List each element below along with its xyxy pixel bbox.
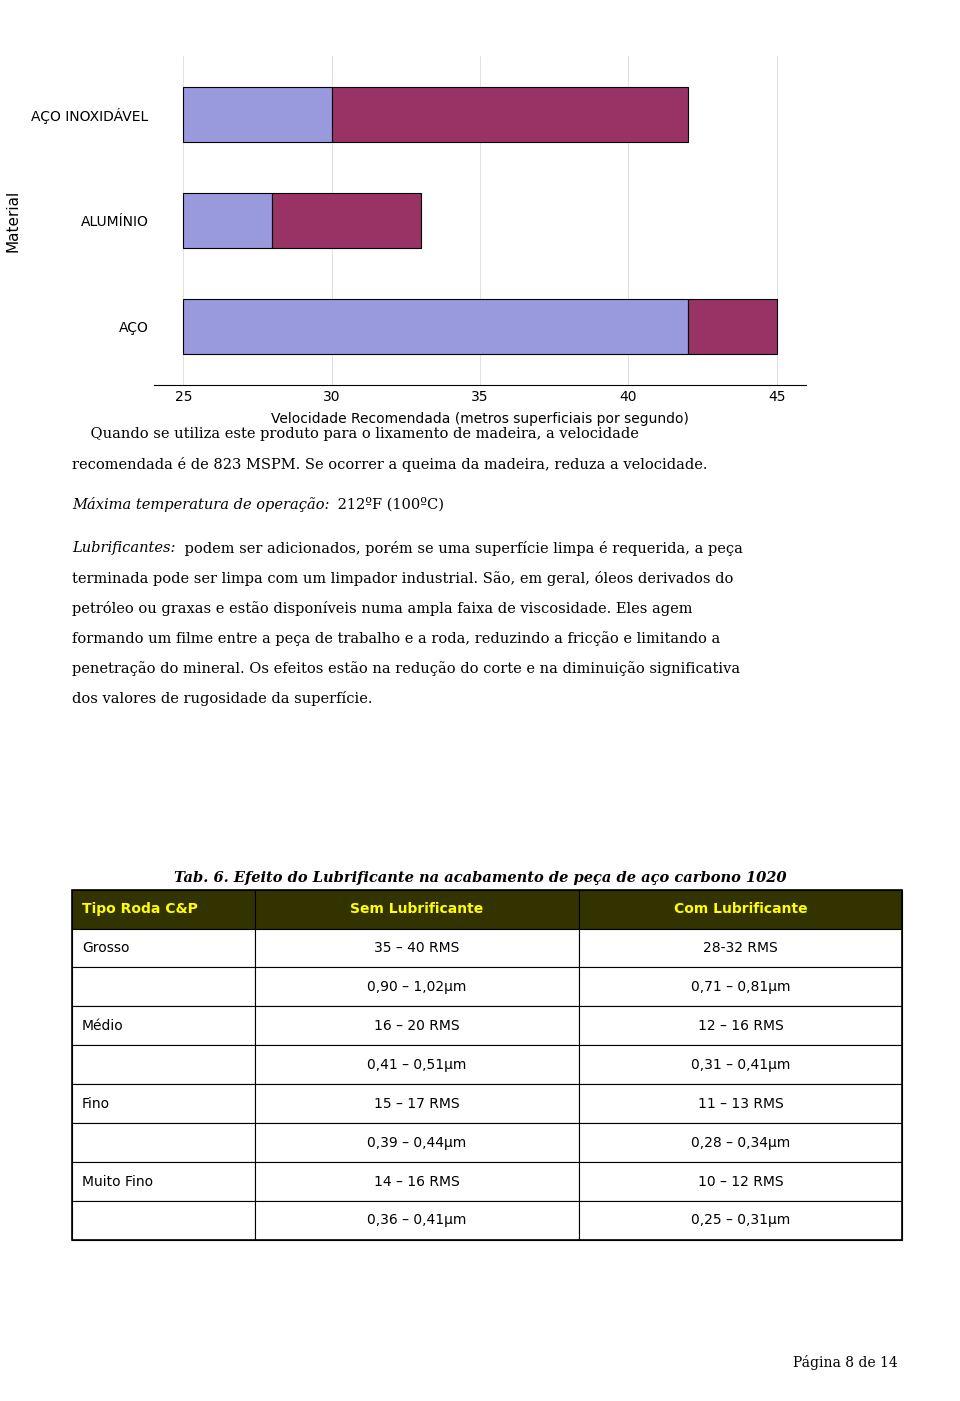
Bar	[254, 1006, 579, 1045]
Text: 212ºF (100ºC): 212ºF (100ºC)	[333, 497, 444, 511]
Bar	[254, 1045, 579, 1084]
Y-axis label: Material: Material	[6, 189, 20, 252]
Text: 12 – 16 RMS: 12 – 16 RMS	[698, 1019, 783, 1033]
Text: 0,36 – 0,41μm: 0,36 – 0,41μm	[367, 1213, 467, 1227]
Bar	[579, 1201, 902, 1240]
Text: penetração do mineral. Os efeitos estão na redução do corte e na diminuição sign: penetração do mineral. Os efeitos estão …	[72, 661, 740, 677]
Bar	[183, 300, 687, 354]
Bar	[579, 1045, 902, 1084]
Bar	[72, 968, 254, 1006]
Bar	[254, 890, 579, 929]
Text: 0,31 – 0,41μm: 0,31 – 0,41μm	[691, 1058, 790, 1072]
Bar	[72, 1161, 254, 1201]
Bar	[579, 890, 902, 929]
Text: recomendada é de 823 MSPM. Se ocorrer a queima da madeira, reduza a velocidade.: recomendada é de 823 MSPM. Se ocorrer a …	[72, 457, 708, 472]
Text: 28-32 RMS: 28-32 RMS	[703, 941, 778, 955]
Text: 11 – 13 RMS: 11 – 13 RMS	[698, 1097, 783, 1111]
Bar	[254, 1201, 579, 1240]
Text: Tipo Roda C&P: Tipo Roda C&P	[82, 902, 198, 916]
Bar	[254, 968, 579, 1006]
Text: Página 8 de 14: Página 8 de 14	[793, 1355, 898, 1370]
Text: 0,90 – 1,02μm: 0,90 – 1,02μm	[367, 979, 467, 993]
Bar	[273, 193, 420, 248]
Bar	[72, 929, 254, 968]
Bar	[254, 1161, 579, 1201]
Text: 15 – 17 RMS: 15 – 17 RMS	[373, 1097, 460, 1111]
Text: Quando se utiliza este produto para o lixamento de madeira, a velocidade: Quando se utiliza este produto para o li…	[72, 427, 638, 441]
Bar	[579, 1124, 902, 1161]
Text: Tab. 6. Efeito do Lubrificante na acabamento de peça de aço carbono 1020: Tab. 6. Efeito do Lubrificante na acabam…	[174, 871, 786, 885]
Bar	[72, 1006, 254, 1045]
Text: Sem Lubrificante: Sem Lubrificante	[350, 902, 483, 916]
Bar	[687, 300, 777, 354]
Bar	[579, 1084, 902, 1124]
Text: Grosso: Grosso	[82, 941, 130, 955]
Bar	[72, 1124, 254, 1161]
Bar	[579, 1006, 902, 1045]
Text: 0,39 – 0,44μm: 0,39 – 0,44μm	[367, 1136, 467, 1150]
Text: 10 – 12 RMS: 10 – 12 RMS	[698, 1174, 783, 1188]
Text: 0,28 – 0,34μm: 0,28 – 0,34μm	[691, 1136, 790, 1150]
Bar	[254, 1124, 579, 1161]
Text: terminada pode ser limpa com um limpador industrial. São, em geral, óleos deriva: terminada pode ser limpa com um limpador…	[72, 572, 733, 586]
Text: Médio: Médio	[82, 1019, 124, 1033]
Text: dos valores de rugosidade da superfície.: dos valores de rugosidade da superfície.	[72, 692, 372, 706]
Text: petróleo ou graxas e estão disponíveis numa ampla faixa de viscosidade. Eles age: petróleo ou graxas e estão disponíveis n…	[72, 601, 692, 616]
Bar	[183, 193, 273, 248]
Bar	[183, 87, 331, 142]
Text: 35 – 40 RMS: 35 – 40 RMS	[374, 941, 459, 955]
Text: 0,41 – 0,51μm: 0,41 – 0,51μm	[367, 1058, 467, 1072]
Text: Muito Fino: Muito Fino	[82, 1174, 153, 1188]
Text: Máxima temperatura de operação:: Máxima temperatura de operação:	[72, 497, 329, 513]
Bar	[72, 1045, 254, 1084]
Bar	[579, 929, 902, 968]
Text: Fino: Fino	[82, 1097, 110, 1111]
Bar	[579, 1161, 902, 1201]
Text: formando um filme entre a peça de trabalho e a roda, reduzindo a fricção e limit: formando um filme entre a peça de trabal…	[72, 630, 720, 646]
Text: 0,71 – 0,81μm: 0,71 – 0,81μm	[691, 979, 790, 993]
Text: 0,25 – 0,31μm: 0,25 – 0,31μm	[691, 1213, 790, 1227]
X-axis label: Velocidade Recomendada (metros superficiais por segundo): Velocidade Recomendada (metros superfici…	[271, 412, 689, 426]
Bar	[254, 1084, 579, 1124]
Text: Lubrificantes:: Lubrificantes:	[72, 541, 176, 555]
Text: 16 – 20 RMS: 16 – 20 RMS	[373, 1019, 460, 1033]
Bar	[72, 890, 254, 929]
Text: podem ser adicionados, porém se uma superfície limpa é requerida, a peça: podem ser adicionados, porém se uma supe…	[180, 541, 742, 556]
Bar	[254, 929, 579, 968]
Bar	[72, 1084, 254, 1124]
Bar	[331, 87, 687, 142]
Text: 14 – 16 RMS: 14 – 16 RMS	[373, 1174, 460, 1188]
Text: Com Lubrificante: Com Lubrificante	[674, 902, 807, 916]
Bar	[72, 1201, 254, 1240]
Bar	[579, 968, 902, 1006]
